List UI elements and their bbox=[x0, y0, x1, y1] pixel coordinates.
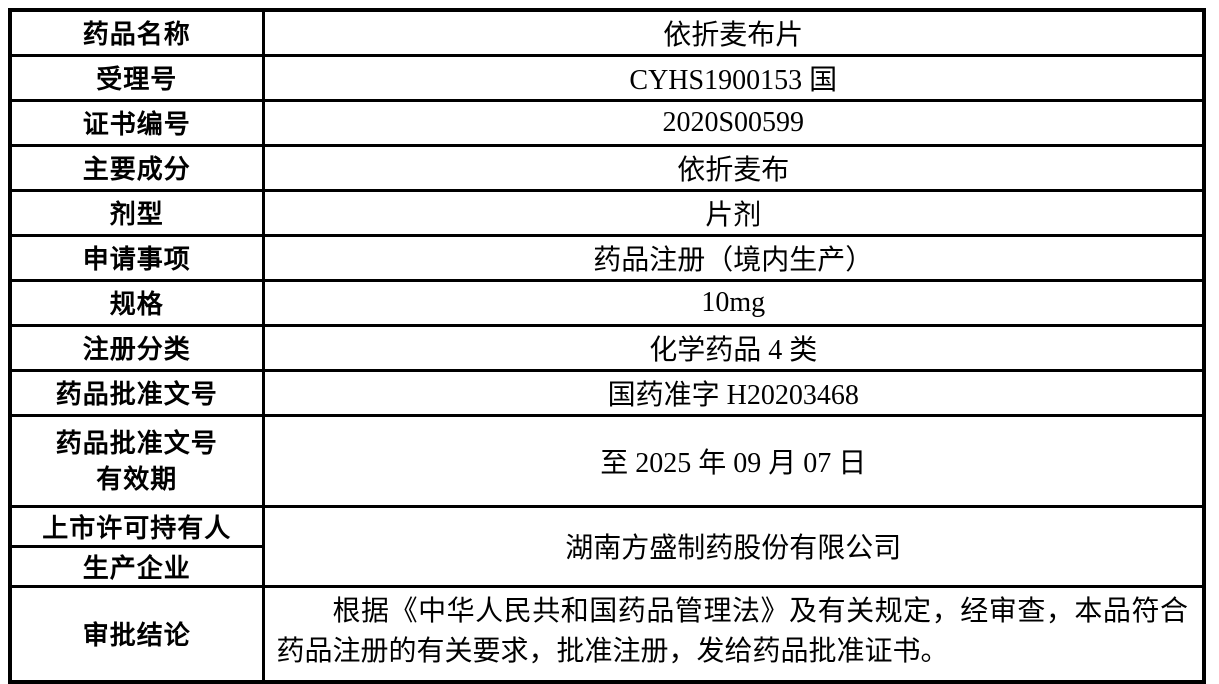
row-label-application-matter: 申请事项 bbox=[8, 233, 265, 282]
row-label-manufacturer: 生产企业 bbox=[8, 544, 265, 588]
row-value-drug-name: 依折麦布片 bbox=[261, 8, 1206, 57]
table-row-license-holder: 上市许可持有人 湖南方盛制药股份有限公司 bbox=[8, 504, 1206, 588]
row-value-acceptance-number: CYHS1900153 国 bbox=[261, 53, 1206, 102]
row-value-certificate-number: 2020S00599 bbox=[261, 98, 1206, 147]
row-value-approval-number-validity: 至 2025 年 09 月 07 日 bbox=[261, 413, 1206, 508]
row-value-main-ingredient: 依折麦布 bbox=[261, 143, 1206, 192]
row-label-approval-conclusion: 审批结论 bbox=[8, 584, 265, 683]
row-label-registration-class: 注册分类 bbox=[8, 323, 265, 372]
row-label-main-ingredient: 主要成分 bbox=[8, 143, 265, 192]
approval-conclusion-text: 根据《中华人民共和国药品管理法》及有关规定，经审查，本品符合药品注册的有关要求，… bbox=[276, 595, 1189, 667]
table-row-specification: 规格 10mg bbox=[8, 278, 1206, 327]
row-value-dosage-form: 片剂 bbox=[261, 188, 1206, 237]
row-label-drug-name: 药品名称 bbox=[8, 8, 265, 57]
row-label-certificate-number: 证书编号 bbox=[8, 98, 265, 147]
table-row-dosage-form: 剂型 片剂 bbox=[8, 188, 1206, 237]
row-value-registration-class: 化学药品 4 类 bbox=[261, 323, 1206, 372]
row-value-approval-number: 国药准字 H20203468 bbox=[261, 368, 1206, 417]
row-label-specification: 规格 bbox=[8, 278, 265, 327]
row-label-approval-number: 药品批准文号 bbox=[8, 368, 265, 417]
table-row-manufacturer: 生产企业 bbox=[8, 544, 1204, 588]
row-value-holder-manufacturer: 湖南方盛制药股份有限公司 bbox=[261, 504, 1206, 588]
table-row-registration-class: 注册分类 化学药品 4 类 bbox=[8, 323, 1206, 372]
table-row-approval-number: 药品批准文号 国药准字 H20203468 bbox=[8, 368, 1206, 417]
validity-label-line1: 药品批准文号 bbox=[55, 427, 218, 458]
table-row-acceptance-number: 受理号 CYHS1900153 国 bbox=[8, 53, 1206, 102]
row-value-application-matter: 药品注册（境内生产） bbox=[261, 233, 1206, 282]
table-row-approval-number-validity: 药品批准文号 有效期 至 2025 年 09 月 07 日 bbox=[8, 413, 1206, 508]
drug-approval-table: 药品名称 依折麦布片 受理号 CYHS1900153 国 证书编号 2020S0… bbox=[8, 8, 1206, 684]
table-row-approval-conclusion: 审批结论 根据《中华人民共和国药品管理法》及有关规定，经审查，本品符合药品注册的… bbox=[8, 584, 1206, 683]
table-row-main-ingredient: 主要成分 依折麦布 bbox=[8, 143, 1206, 192]
row-value-approval-conclusion: 根据《中华人民共和国药品管理法》及有关规定，经审查，本品符合药品注册的有关要求，… bbox=[261, 584, 1206, 683]
validity-label-line2: 有效期 bbox=[96, 463, 178, 494]
row-label-approval-number-validity: 药品批准文号 有效期 bbox=[8, 413, 265, 508]
row-label-dosage-form: 剂型 bbox=[8, 188, 265, 237]
row-value-specification: 10mg bbox=[261, 278, 1206, 327]
table-row-drug-name: 药品名称 依折麦布片 bbox=[8, 8, 1206, 57]
row-label-acceptance-number: 受理号 bbox=[8, 53, 265, 102]
table-row-application-matter: 申请事项 药品注册（境内生产） bbox=[8, 233, 1206, 282]
table-row-certificate-number: 证书编号 2020S00599 bbox=[8, 98, 1206, 147]
row-label-license-holder: 上市许可持有人 bbox=[8, 504, 265, 548]
